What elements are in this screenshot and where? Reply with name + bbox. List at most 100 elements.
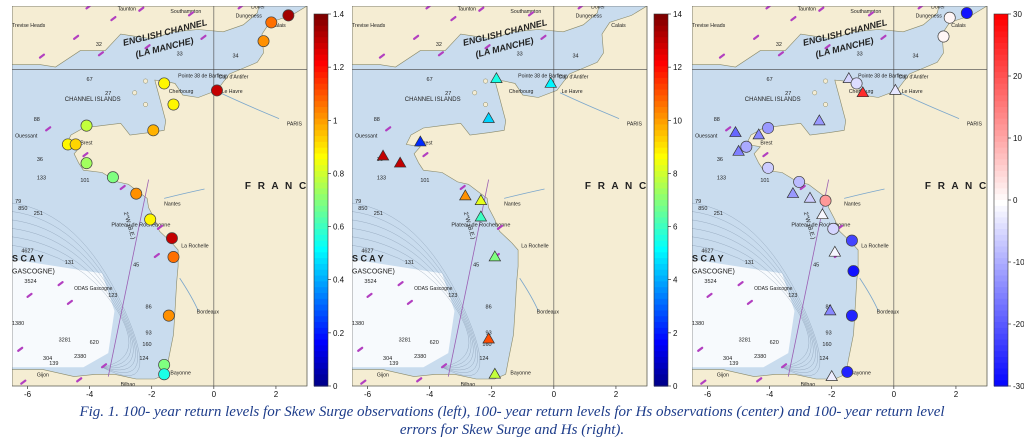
x-tick-label: 2 [274,390,279,399]
depth-label: 93 [826,330,832,336]
hs-station-marker [488,250,502,262]
surge-station-marker [80,119,93,132]
x-tick-label: 0 [552,390,557,399]
markers [729,7,973,381]
city-label: Gijon [37,373,49,379]
label-france: F R A N C [245,181,308,192]
land-england [12,6,260,68]
depth-label: 34 [912,54,918,60]
depth-label: 101 [760,178,769,184]
x-tick-label: -6 [704,390,712,399]
depth-label: 34 [572,54,578,60]
label-plateau: Plateau de Rochebonne [791,222,850,228]
city-label: Ouessant [695,133,718,139]
depth-label: 93 [146,330,152,336]
depth-label: 67 [427,77,433,83]
surge-station-marker [740,140,753,153]
panel-skew-surge-return-levels: ENGLISH CHANNEL (LA MANCHE) CHANNEL ISLAND… [12,6,347,401]
city-label: Cap d'Antifer [559,75,589,81]
depth-label: 123 [108,293,117,299]
city-label: Cap d'Antifer [219,75,249,81]
depth-label: 33 [177,51,183,57]
surge-station-marker [158,368,171,381]
label-france: F R A N C [585,181,648,192]
depth-label: 45 [133,262,139,268]
surge-station-marker [762,161,775,174]
hs-station-marker [786,186,800,198]
hs-station-marker [488,367,502,379]
x-tick-label: 0 [212,390,217,399]
depth-label: 251 [714,211,723,217]
surge-station-marker [69,138,82,151]
hs-station-marker [474,210,488,222]
hs-station-marker [729,125,742,137]
city-label: Ouessant [15,133,38,139]
city-label: Calais [271,23,286,29]
surge-station-marker [847,265,860,278]
depth-label: 45 [473,262,479,268]
map-base: ENGLISH CHANNEL(LA MANCHE)CHANNEL ISLAND… [352,6,648,388]
label-france: F R A N C [925,181,988,192]
depth-label: 53 [770,6,776,8]
label-gascogne: GASCOGNE) [352,268,395,275]
depth-label: 88 [374,117,380,123]
depth-label: 304 [383,356,392,362]
panel-hs-return-levels: ENGLISH CHANNEL (LA MANCHE) CHANNEL ISLAND… [352,6,687,401]
city-label: Dungeness [236,14,263,20]
depth-label: 101 [420,178,429,184]
depth-label: 850 [698,206,707,212]
hs-station-marker [544,76,558,88]
surge-station-marker [845,234,858,247]
colorbar-tick-label: 1.2 [333,63,345,72]
panel-return-level-errors: ENGLISH CHANNEL (LA MANCHE) CHANNEL ISLAND… [692,6,1024,401]
depth-label: 850 [18,206,27,212]
hs-station-marker [474,193,488,205]
colorbar-3: 30 20 10 0 -10 -20 -30 [993,10,1024,391]
x-tick-label: -2 [488,390,496,399]
depth-label: 3524 [24,279,36,285]
city-label: Nantes [844,201,861,207]
depth-label: 139 [729,361,738,367]
depth-label: 2380 [754,354,766,360]
colorbar-tick-label: 14 [673,10,682,19]
surge-station-marker [257,35,270,48]
label-odas: ODAS Gascogne [74,286,113,292]
depth-label: 32 [96,42,102,48]
city-label: Bayonne [170,370,191,376]
depth-label: 160 [482,342,491,348]
city-label: Calais [611,23,626,29]
depth-label: 4627 [701,248,713,254]
depth-label: 67 [767,77,773,83]
city-label: Bayonne [850,370,871,376]
city-label: Trevise Heads [352,23,386,29]
x-tick-label: -6 [364,390,372,399]
figure-caption: Fig. 1. 100- year return levels for Skew… [0,403,1024,439]
colorbar-tick-label: -30 [1013,382,1024,391]
surge-station-marker [943,11,956,24]
city-label: Trevise Heads [12,23,46,29]
depth-label: 88 [34,117,40,123]
colorbar-tick-label: 0.2 [333,329,345,338]
surge-station-marker [819,194,832,207]
x-tick-label: 0 [892,390,897,399]
depth-label: 3281 [739,337,751,343]
label-biscay: S C A Y [352,254,384,264]
label-biscay: S C A Y [692,254,724,264]
city-label: Cap d'Antifer [899,75,929,81]
label-plateau: Plateau de Rochebonne [451,222,510,228]
colorbar-tick-label: 6 [673,223,678,232]
depth-label: 139 [49,361,58,367]
city-label: Le Havre [902,89,923,95]
city-label: Le Havre [222,89,243,95]
hs-station-marker [482,332,495,344]
depth-label: 79 [355,199,361,205]
depth-label: 1380 [692,321,704,327]
label-channel-islands: CHANNEL ISLANDS [745,97,801,103]
depth-label: 67 [87,77,93,83]
depth-label: 131 [405,260,414,266]
depth-label: 2380 [414,354,426,360]
surge-station-marker [165,232,178,245]
city-label: Gijon [717,373,729,379]
city-label: La Rochelle [181,244,209,250]
surge-station-marker [282,9,295,22]
